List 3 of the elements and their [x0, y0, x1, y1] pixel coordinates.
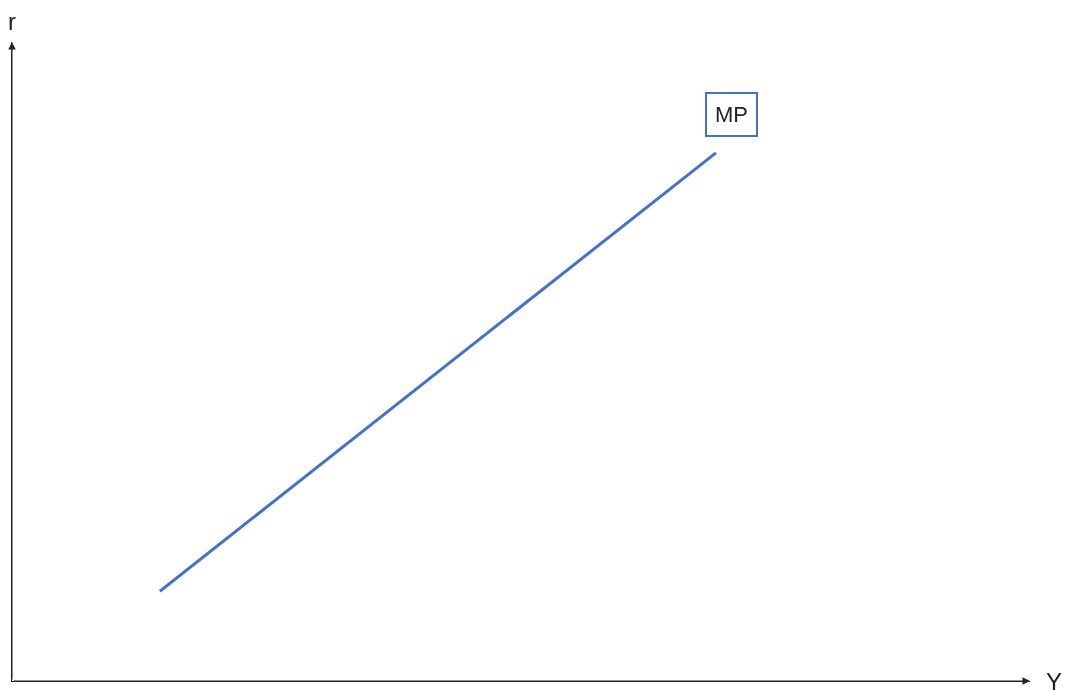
y-axis-title: r [8, 8, 16, 35]
series-label: MP [715, 102, 748, 127]
x-axis-title: Y [1046, 668, 1063, 692]
